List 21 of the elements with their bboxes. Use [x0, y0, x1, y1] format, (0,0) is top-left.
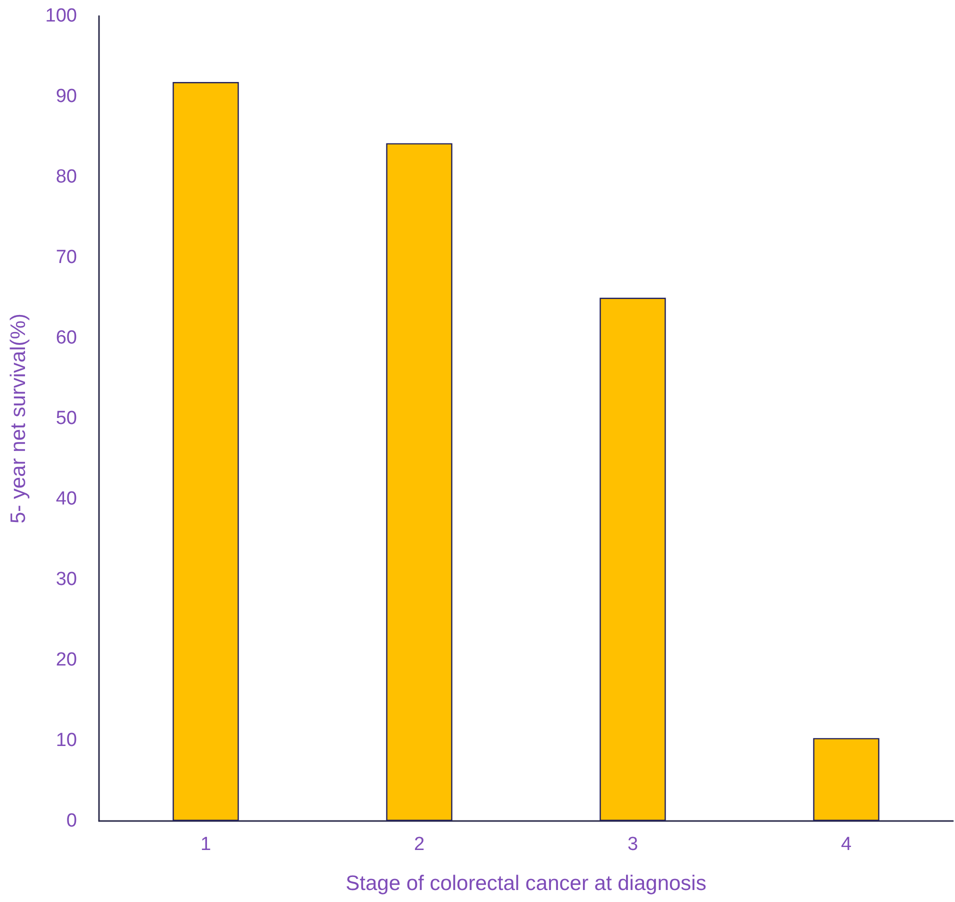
bar	[600, 298, 666, 821]
y-tick-label: 50	[56, 408, 77, 429]
y-tick-label: 40	[56, 488, 77, 510]
x-tick-label: 4	[840, 834, 852, 855]
y-axis-title: 5- year net survival(%)	[7, 313, 30, 524]
bar	[386, 143, 452, 821]
y-tick-label: 30	[56, 569, 77, 590]
y-tick-label: 100	[45, 6, 77, 26]
x-tick-label: 3	[627, 834, 638, 855]
x-axis-title: Stage of colorectal cancer at diagnosis	[346, 872, 706, 895]
y-tick-label: 80	[56, 166, 77, 188]
x-tick-label: 2	[414, 834, 425, 855]
bar	[813, 738, 880, 821]
y-tick-label: 60	[56, 328, 77, 348]
y-tick-label: 10	[56, 730, 77, 751]
y-tick-label: 90	[56, 86, 77, 107]
y-tick-label: 70	[56, 247, 77, 268]
x-tick-label: 1	[200, 834, 212, 855]
y-tick-label: 0	[66, 810, 77, 832]
bar	[172, 82, 239, 821]
y-tick-label: 20	[56, 650, 77, 670]
